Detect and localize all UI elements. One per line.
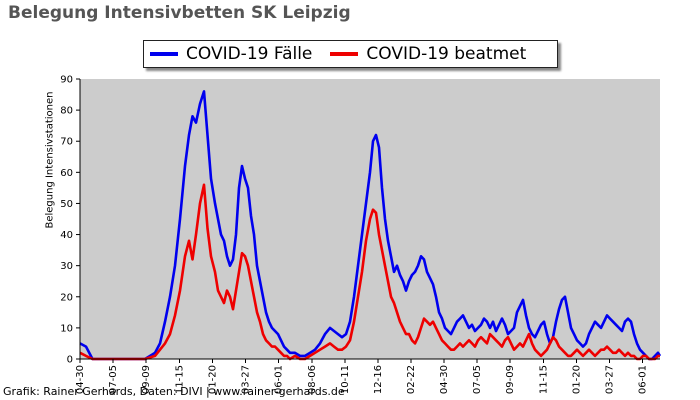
x-tick-label: 09-09 xyxy=(141,365,152,394)
y-tick-label: 10 xyxy=(60,323,73,334)
x-tick-label: 08-06 xyxy=(307,365,318,394)
y-tick-label: 20 xyxy=(60,292,73,303)
y-tick-label: 0 xyxy=(67,355,73,366)
legend-label-beatmet: COVID-19 beatmet xyxy=(366,44,527,64)
x-tick-label: 11-15 xyxy=(539,365,550,394)
legend-swatch-faelle xyxy=(150,52,178,56)
credit-line: Grafik: Rainer Gerhards, Daten: DIVI | w… xyxy=(3,385,345,398)
legend-swatch-beatmet xyxy=(330,52,359,56)
y-tick-label: 80 xyxy=(60,106,73,117)
y-tick-label: 40 xyxy=(60,230,73,241)
y-tick-label: 90 xyxy=(60,75,73,86)
x-tick-label: 06-01 xyxy=(638,365,649,394)
y-tick-label: 60 xyxy=(60,168,73,179)
chart-title: Belegung Intensivbetten SK Leipzig xyxy=(8,3,351,23)
legend-item-faelle: COVID-19 Fälle xyxy=(150,44,312,64)
legend-item-beatmet: COVID-19 beatmet xyxy=(330,44,526,64)
x-tick-label: 04-30 xyxy=(75,365,86,394)
x-tick-label: 12-16 xyxy=(373,365,384,394)
x-tick-label: 07-05 xyxy=(108,365,119,394)
y-tick-label: 70 xyxy=(60,137,73,148)
x-tick-label: 03-27 xyxy=(241,365,252,394)
x-tick-label: 10-11 xyxy=(340,365,351,394)
x-tick-label: 07-05 xyxy=(472,365,483,394)
x-tick-label: 09-09 xyxy=(505,365,516,394)
legend-label-faelle: COVID-19 Fälle xyxy=(186,44,313,64)
x-tick-label: 06-01 xyxy=(274,365,285,394)
legend: COVID-19 Fälle COVID-19 beatmet xyxy=(143,40,558,68)
x-tick-label: 11-15 xyxy=(175,365,186,394)
series-line-1 xyxy=(79,183,660,361)
series-line-0 xyxy=(79,90,662,361)
x-tick-label: 02-22 xyxy=(406,365,417,394)
x-tick-label: 04-30 xyxy=(439,365,450,394)
x-tick-label: 01-20 xyxy=(572,365,583,394)
x-tick-label: 01-20 xyxy=(208,365,219,394)
y-tick-label: 30 xyxy=(60,261,73,272)
y-tick-label: 50 xyxy=(60,199,73,210)
y-axis-label: Belegung Intensivstationen xyxy=(44,91,56,229)
x-tick-label: 03-27 xyxy=(605,365,616,394)
